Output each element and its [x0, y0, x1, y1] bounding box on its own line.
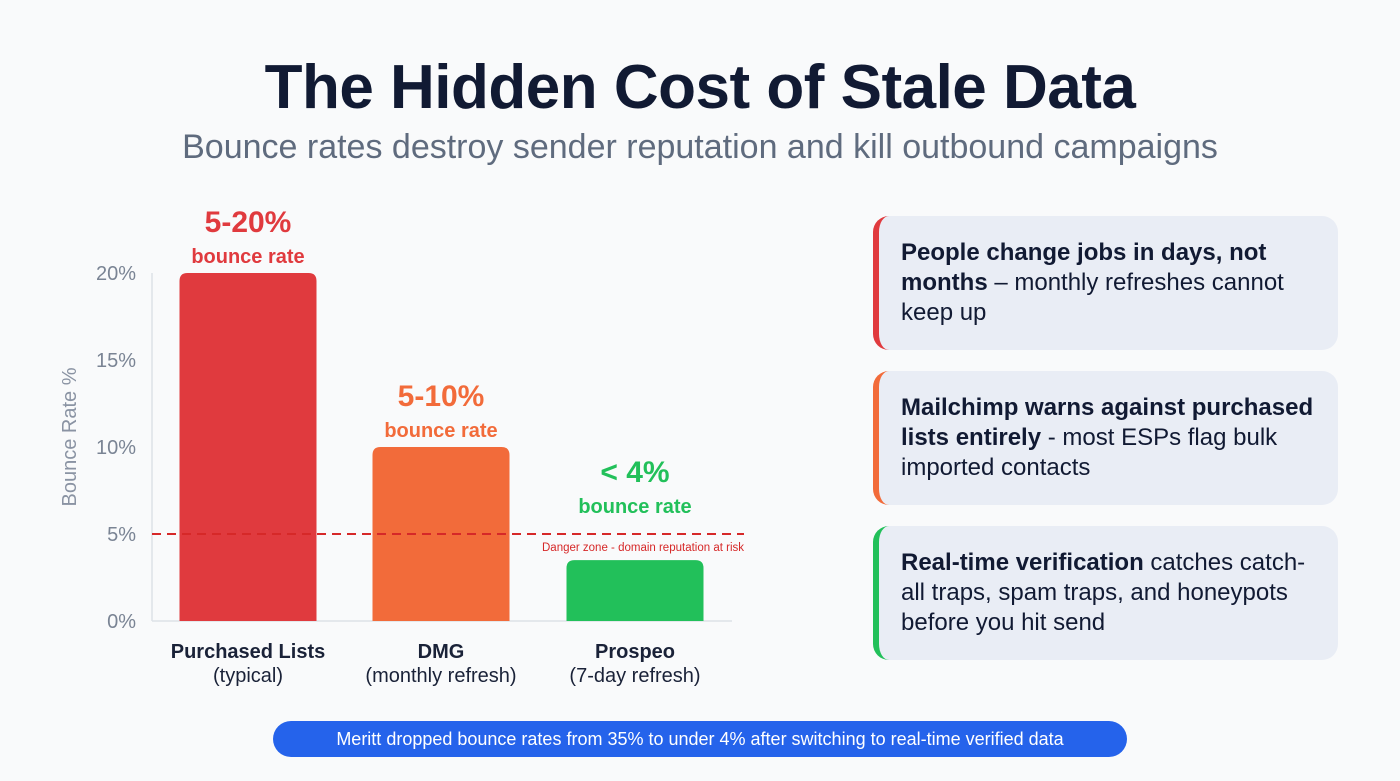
x-tick-label: Purchased Lists — [171, 641, 326, 663]
card-text: - most ESPs flag bulk imported contacts — [901, 424, 1278, 481]
page-subtitle: Bounce rates destroy sender reputation a… — [182, 128, 1218, 166]
case-study-banner: Meritt dropped bounce rates from 35% to … — [273, 721, 1127, 757]
y-axis-label: Bounce Rate % — [59, 367, 81, 506]
x-tick-sublabel: (typical) — [213, 665, 283, 687]
card-bold: People change jobs in days, not months — [901, 239, 1267, 296]
bar-prospeo — [566, 560, 704, 621]
y-tick-label: 15% — [96, 350, 136, 372]
data-label: 5-20% — [205, 206, 292, 239]
y-tick-label: 5% — [107, 524, 136, 546]
danger-zone-label: Danger zone - domain reputation at risk — [542, 542, 744, 554]
card-mailchimp: Mailchimp warns against purchased lists … — [873, 371, 1338, 505]
bounce-rate-chart: 0% 5% 10% 15% 20% Bounce Rate % 5-20% bounce ra… — [59, 206, 744, 687]
data-sublabel: bounce rate — [384, 420, 497, 442]
card-bold: Real-time verification — [901, 549, 1144, 576]
x-tick-label: Prospeo — [595, 641, 675, 663]
x-tick-label: DMG — [418, 641, 465, 663]
bar-purchased-lists — [179, 273, 317, 621]
y-tick-label: 10% — [96, 437, 136, 459]
data-label: < 4% — [600, 456, 669, 489]
x-tick-sublabel: (monthly refresh) — [365, 665, 516, 687]
card-text: catches catch-all traps, spam traps, and… — [901, 549, 1306, 636]
card-verification: Real-time verification catches catch-all… — [873, 526, 1338, 660]
x-tick-sublabel: (7-day refresh) — [569, 665, 700, 687]
card-bold: Mailchimp warns against purchased lists … — [901, 394, 1314, 451]
card-text: – monthly refreshes cannot keep up — [901, 269, 1284, 326]
page-title: The Hidden Cost of Stale Data — [264, 53, 1136, 122]
data-sublabel: bounce rate — [578, 496, 691, 518]
y-tick-label: 20% — [96, 263, 136, 285]
data-label: 5-10% — [398, 380, 485, 413]
card-job-changes: People change jobs in days, not months –… — [873, 216, 1338, 350]
y-tick-label: 0% — [107, 611, 136, 633]
data-sublabel: bounce rate — [191, 246, 304, 268]
